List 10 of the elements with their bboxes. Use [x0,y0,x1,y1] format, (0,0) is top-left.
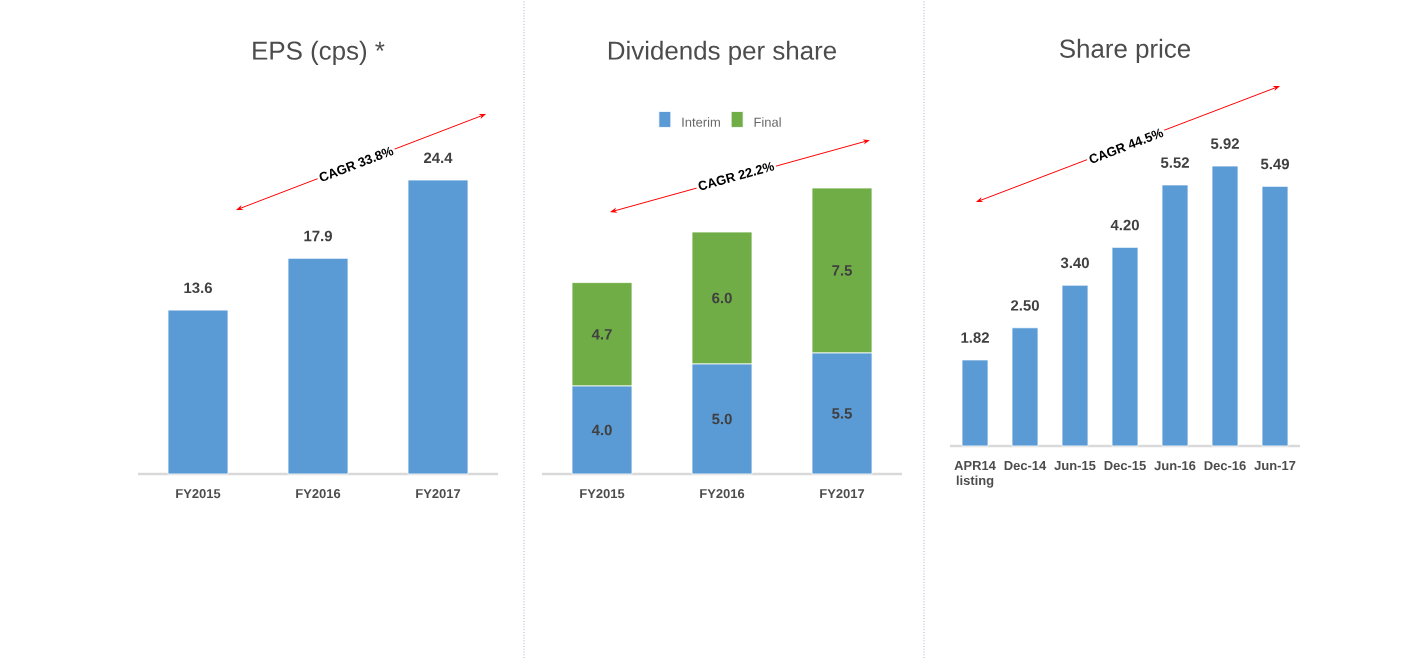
bar [1211,165,1239,447]
bar [1061,284,1089,447]
bar [1161,184,1189,447]
chart-title: EPS (cps) * [253,40,385,65]
chart-title: Dividends per share [608,40,836,65]
chart-title: Share price [1059,38,1191,64]
bar [1261,185,1289,447]
bar [1111,246,1139,447]
bar [1011,327,1039,447]
bar [961,359,989,447]
